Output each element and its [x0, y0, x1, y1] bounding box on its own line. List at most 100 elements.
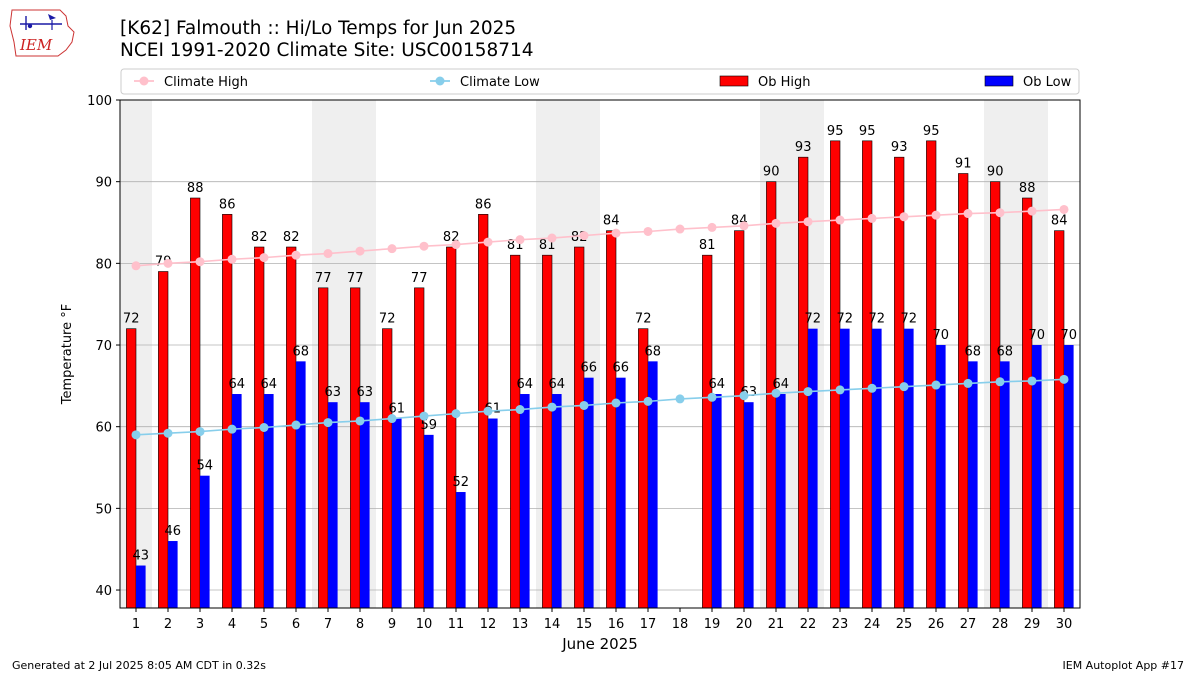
label-ob-high: 77 [315, 271, 332, 286]
x-tick-label: 3 [196, 617, 204, 632]
climate-high-point [899, 212, 909, 222]
x-tick-label: 30 [1056, 617, 1073, 632]
x-tick-label: 12 [480, 617, 497, 632]
bar-ob-high [158, 271, 169, 609]
label-ob-high: 84 [603, 214, 620, 229]
x-tick-label: 20 [736, 617, 753, 632]
label-ob-low: 66 [613, 361, 630, 376]
bar-ob-high [830, 140, 841, 609]
climate-low-point [163, 428, 173, 438]
climate-low-point [387, 414, 397, 424]
bar-ob-high [862, 140, 873, 609]
bar-ob-low [360, 402, 370, 608]
bar-ob-low [936, 345, 946, 608]
label-ob-high: 90 [987, 165, 1004, 180]
bar-ob-high [702, 254, 713, 609]
climate-high-point [323, 249, 333, 259]
y-tick-label: 80 [95, 257, 112, 272]
bar-ob-low [552, 394, 562, 608]
x-tick-label: 6 [292, 617, 300, 632]
legend-label: Climate High [164, 75, 248, 90]
bar-ob-high [734, 230, 745, 609]
climate-low-point [835, 385, 845, 395]
climate-high-line [135, 208, 1065, 267]
bar-ob-low [328, 402, 338, 608]
label-ob-low: 68 [997, 344, 1014, 359]
climate-high-point [803, 217, 813, 227]
legend-label: Ob Low [1023, 75, 1072, 90]
x-tick-label: 26 [928, 617, 945, 632]
climate-high-point [707, 222, 717, 232]
climate-high-point [611, 228, 621, 238]
svg-text:IEM: IEM [19, 36, 53, 54]
bar-ob-low [808, 328, 818, 608]
climate-high-point [483, 237, 493, 247]
climate-low-point [707, 392, 717, 402]
label-ob-low: 59 [421, 418, 438, 433]
bar-ob-high [574, 246, 585, 609]
label-ob-low: 46 [165, 524, 182, 539]
climate-low-point [131, 430, 141, 440]
label-ob-low: 68 [293, 344, 310, 359]
bar-ob-low [712, 394, 722, 608]
climate-low-point [899, 382, 909, 392]
climate-low-point [579, 400, 589, 410]
label-ob-high: 72 [379, 312, 396, 327]
x-tick-label: 9 [388, 617, 396, 632]
bar-ob-low [296, 361, 306, 608]
x-tick-label: 1 [132, 617, 140, 632]
bar-ob-low [456, 492, 466, 608]
bar-ob-low [168, 541, 178, 608]
label-ob-high: 81 [699, 238, 716, 253]
x-tick-label: 2 [164, 617, 172, 632]
bar-ob-low [232, 394, 242, 608]
bar-ob-low [1032, 345, 1042, 608]
bar-ob-high [222, 214, 233, 609]
climate-low-point [355, 416, 365, 426]
climate-high-point [515, 235, 525, 245]
label-ob-low: 72 [805, 312, 822, 327]
climate-high-point [675, 224, 685, 234]
y-tick-label: 50 [95, 502, 112, 517]
label-ob-high: 88 [187, 181, 204, 196]
label-ob-high: 95 [923, 124, 940, 139]
y-tick-label: 70 [95, 339, 112, 354]
x-tick-label: 14 [544, 617, 561, 632]
climate-low-point [995, 377, 1005, 387]
climate-low-point [259, 423, 269, 433]
climate-low-point [867, 383, 877, 393]
legend-swatch [984, 75, 1014, 87]
legend-box [120, 68, 1080, 95]
label-ob-low: 63 [325, 385, 342, 400]
label-ob-low: 64 [549, 377, 566, 392]
climate-low-point [739, 391, 749, 401]
label-ob-high: 84 [1051, 214, 1068, 229]
bar-ob-low [392, 418, 402, 608]
label-ob-low: 66 [581, 361, 598, 376]
label-ob-low: 43 [133, 549, 150, 564]
bar-ob-high [446, 246, 457, 609]
x-tick-label: 16 [608, 617, 625, 632]
climate-low-point [803, 387, 813, 397]
climate-low-point [963, 378, 973, 388]
label-ob-low: 64 [229, 377, 246, 392]
climate-high-point [867, 213, 877, 223]
bar-ob-low [424, 434, 434, 608]
label-ob-high: 93 [891, 140, 908, 155]
x-tick-label: 29 [1024, 617, 1041, 632]
bar-ob-low [872, 328, 882, 608]
label-ob-high: 86 [219, 197, 236, 212]
label-ob-high: 77 [347, 271, 364, 286]
x-tick-label: 28 [992, 617, 1009, 632]
label-ob-low: 54 [197, 459, 214, 474]
climate-low-point [515, 405, 525, 415]
x-tick-label: 19 [704, 617, 721, 632]
label-ob-high: 90 [763, 165, 780, 180]
label-ob-high: 82 [283, 230, 300, 245]
label-ob-high: 82 [251, 230, 268, 245]
bar-ob-low [776, 394, 786, 608]
x-tick-label: 8 [356, 617, 364, 632]
label-ob-high: 88 [1019, 181, 1036, 196]
bar-ob-low [520, 394, 530, 608]
